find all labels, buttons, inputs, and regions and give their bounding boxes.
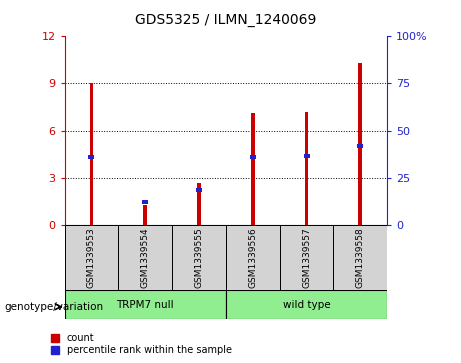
Bar — [196, 188, 202, 192]
Text: genotype/variation: genotype/variation — [5, 302, 104, 312]
Bar — [280, 225, 333, 290]
Bar — [357, 144, 363, 148]
Text: GSM1339557: GSM1339557 — [302, 227, 311, 288]
Text: GSM1339554: GSM1339554 — [141, 227, 150, 288]
Bar — [65, 290, 226, 319]
Bar — [226, 290, 387, 319]
Bar — [251, 113, 254, 225]
Bar — [65, 225, 118, 290]
Text: GSM1339553: GSM1339553 — [87, 227, 96, 288]
Bar — [305, 112, 308, 225]
Text: GDS5325 / ILMN_1240069: GDS5325 / ILMN_1240069 — [135, 13, 317, 27]
Bar — [303, 154, 310, 158]
Bar — [172, 225, 226, 290]
Text: GSM1339555: GSM1339555 — [195, 227, 203, 288]
Text: TRPM7 null: TRPM7 null — [116, 300, 174, 310]
Bar — [197, 183, 201, 225]
Bar — [226, 225, 280, 290]
Bar — [333, 225, 387, 290]
Legend: count, percentile rank within the sample: count, percentile rank within the sample — [51, 333, 231, 355]
Bar — [359, 63, 362, 225]
Text: GSM1339556: GSM1339556 — [248, 227, 257, 288]
Bar — [89, 83, 93, 225]
Bar — [142, 200, 148, 204]
Bar — [143, 205, 147, 225]
Text: wild type: wild type — [283, 300, 331, 310]
Bar — [118, 225, 172, 290]
Bar — [89, 155, 95, 159]
Text: GSM1339558: GSM1339558 — [356, 227, 365, 288]
Bar — [250, 155, 256, 159]
